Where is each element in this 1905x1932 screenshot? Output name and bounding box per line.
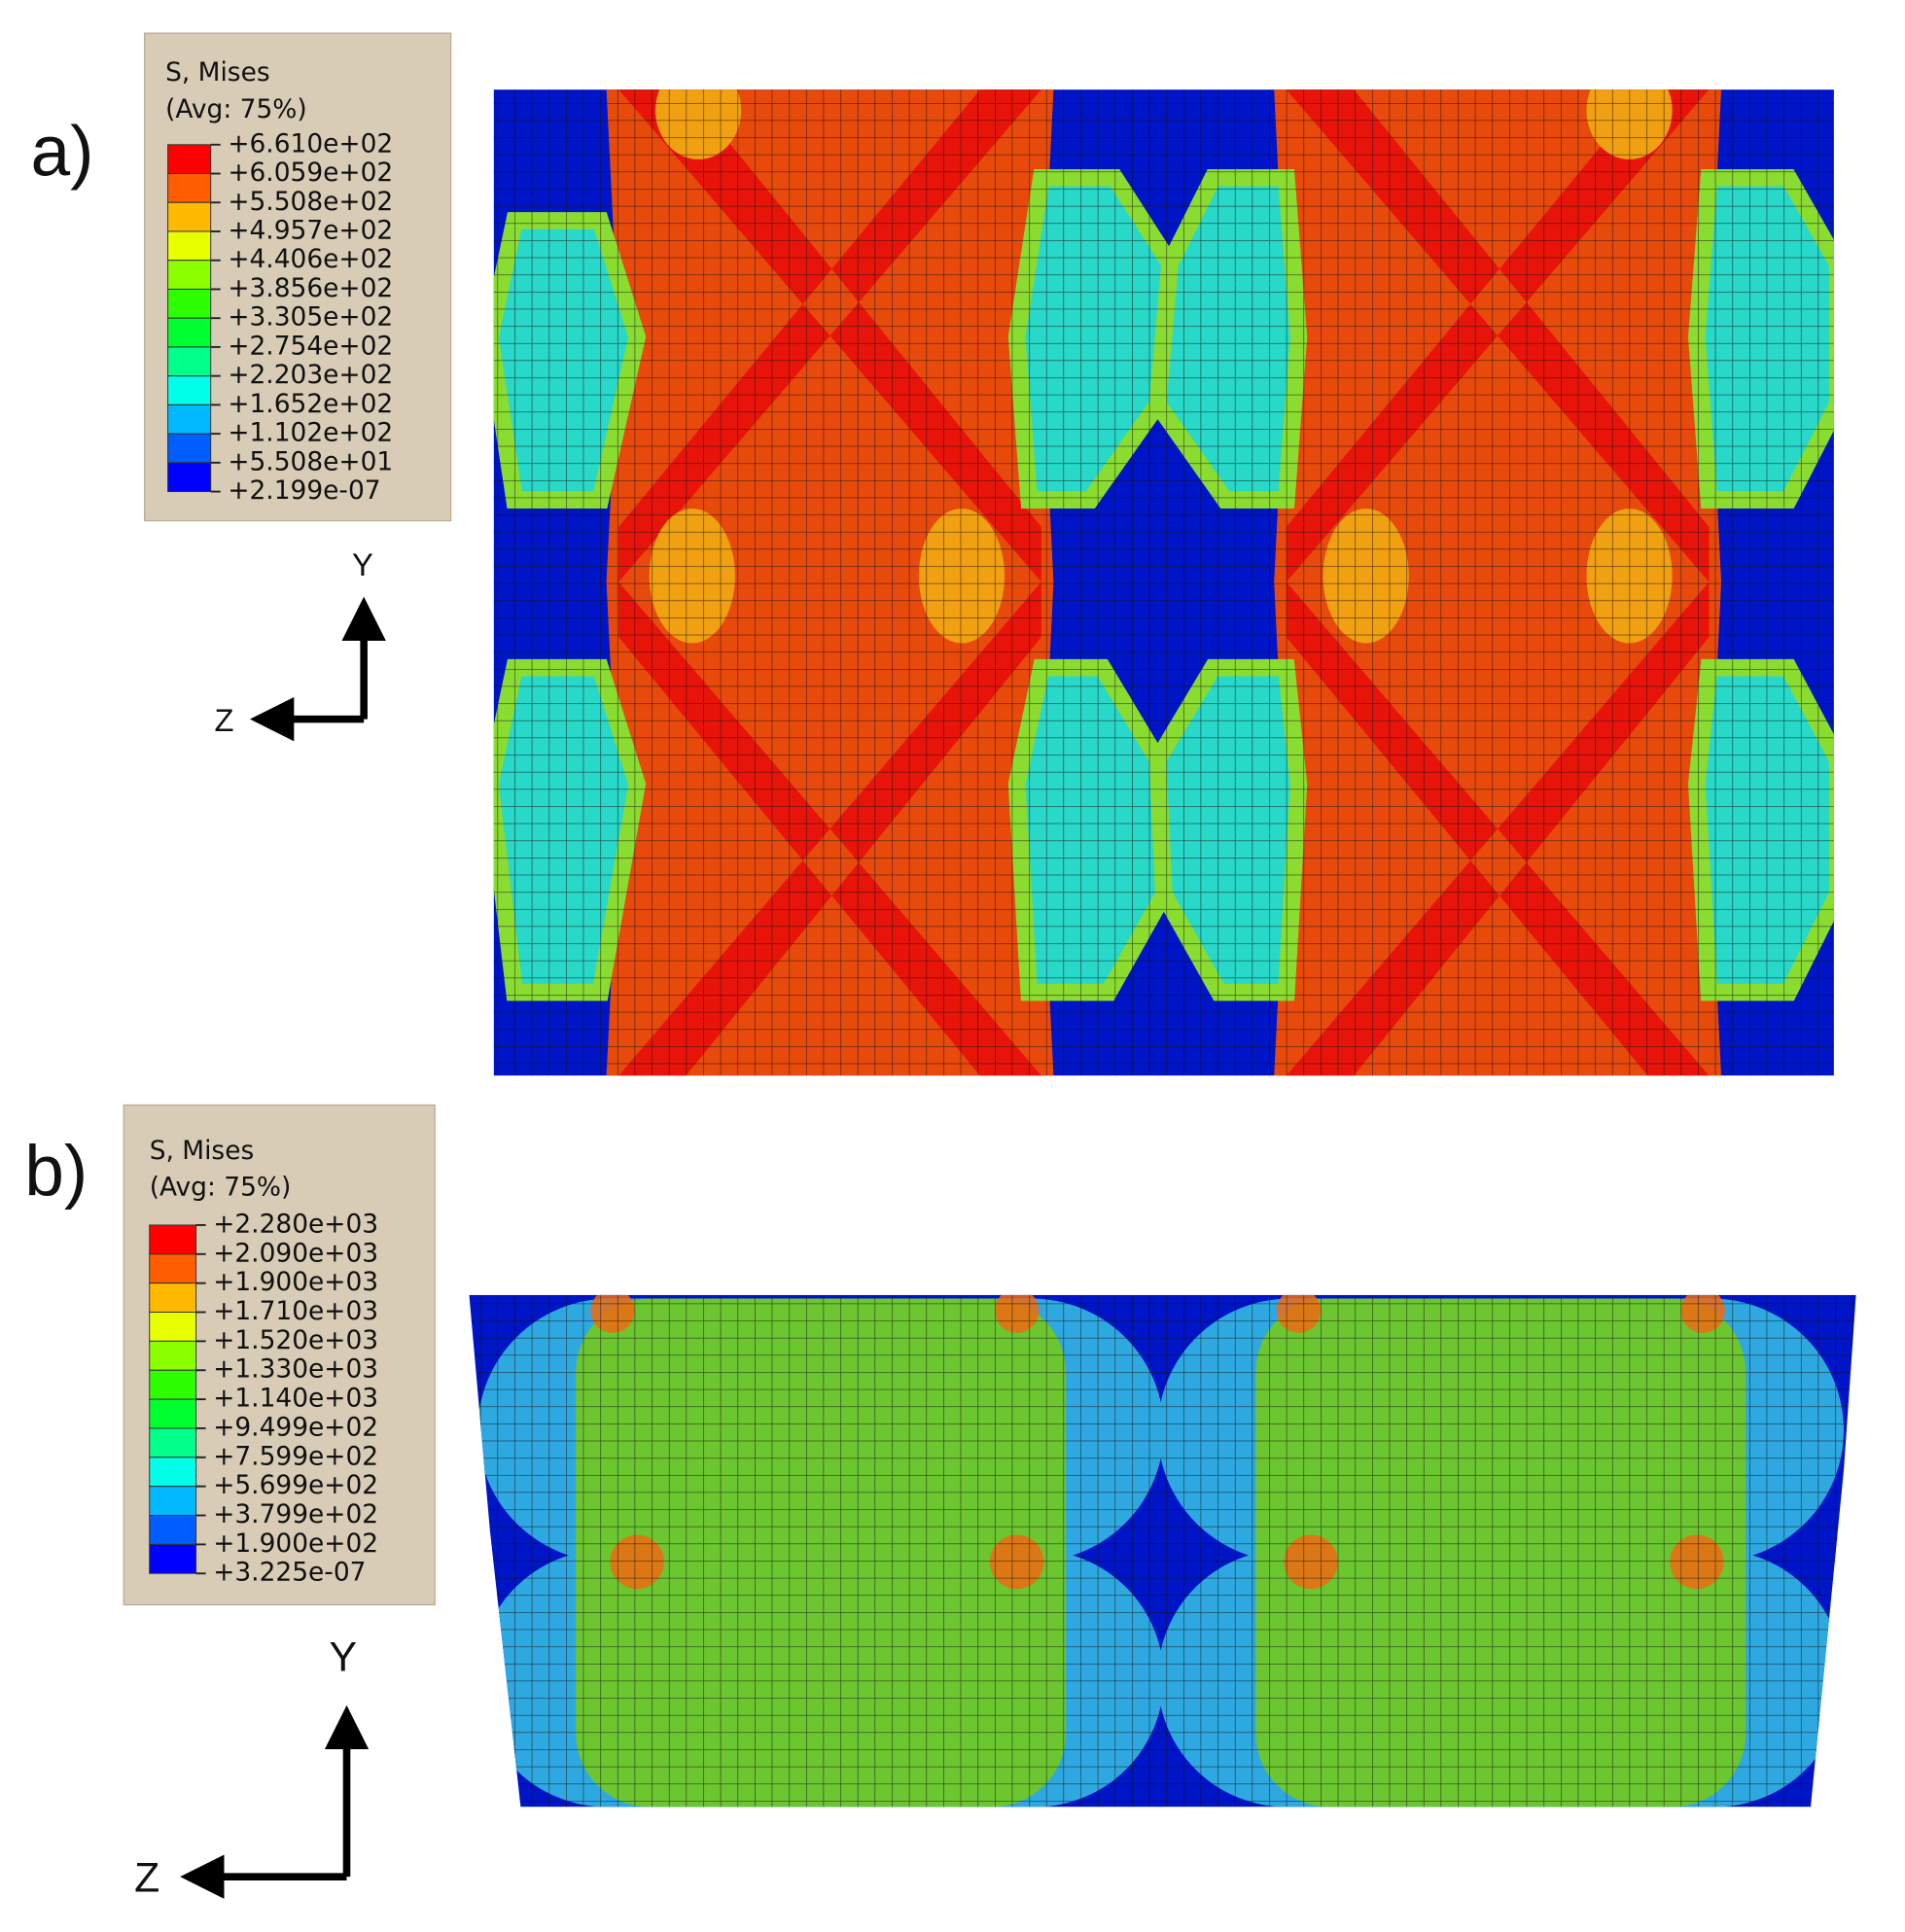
legend-swatch xyxy=(167,317,212,348)
legend-value: +1.102e+02 xyxy=(228,418,393,448)
contour-plot-b xyxy=(469,1294,1856,1808)
legend-swatch xyxy=(149,1224,197,1255)
legend-swatch xyxy=(149,1486,197,1517)
legend-value: +1.900e+03 xyxy=(213,1267,378,1297)
legend-value: +3.225e-07 xyxy=(213,1558,366,1588)
legend-swatch xyxy=(167,375,212,405)
legend-value: +2.199e-07 xyxy=(228,475,380,506)
legend-value: +6.059e+02 xyxy=(228,158,393,188)
legend-swatch xyxy=(167,201,212,232)
axis-label: Z xyxy=(134,1854,159,1901)
legend-swatch xyxy=(149,1369,197,1400)
legend-value: +1.710e+03 xyxy=(213,1296,378,1326)
legend-value: +7.599e+02 xyxy=(213,1441,378,1471)
legend-value: +5.508e+02 xyxy=(228,187,393,217)
legend-swatch xyxy=(149,1253,197,1284)
axis-label: Z xyxy=(215,702,234,738)
legend-value: +1.140e+03 xyxy=(213,1384,378,1414)
legend-title: S, Mises xyxy=(150,1136,255,1166)
legend-value: +2.754e+02 xyxy=(228,331,393,361)
legend-value: +2.090e+03 xyxy=(213,1238,378,1268)
legend-swatch xyxy=(149,1427,197,1458)
legend-subtitle: (Avg: 75%) xyxy=(165,94,307,124)
legend-value: +5.508e+01 xyxy=(228,446,393,476)
legend-swatch xyxy=(149,1282,197,1314)
legend-swatch xyxy=(149,1457,197,1488)
legend-swatch xyxy=(167,260,212,290)
legend-swatch xyxy=(167,173,212,203)
legend-swatch xyxy=(167,346,212,377)
legend-value: +2.280e+03 xyxy=(213,1209,378,1239)
legend-value: +3.856e+02 xyxy=(228,273,393,303)
panel-label: a) xyxy=(30,113,93,192)
legend-value: +3.305e+02 xyxy=(228,302,393,333)
legend-swatch xyxy=(167,462,212,493)
legend-swatch xyxy=(167,288,212,319)
legend-value: +4.957e+02 xyxy=(228,215,393,245)
legend-swatch xyxy=(167,404,212,435)
legend-swatch xyxy=(167,433,212,464)
legend-value: +2.203e+02 xyxy=(228,360,393,390)
legend-value: +1.652e+02 xyxy=(228,389,393,419)
axis-label: Y xyxy=(352,546,373,582)
legend-swatch xyxy=(149,1398,197,1429)
contour-plot-a xyxy=(493,89,1834,1076)
axis-label: Y xyxy=(329,1633,357,1680)
legend-swatch xyxy=(149,1515,197,1545)
legend-value: +6.610e+02 xyxy=(228,128,393,158)
legend-subtitle: (Avg: 75%) xyxy=(150,1173,292,1203)
legend-value: +9.499e+02 xyxy=(213,1412,378,1442)
legend-value: +4.406e+02 xyxy=(228,244,393,274)
legend-value: +1.900e+02 xyxy=(213,1528,378,1559)
legend-title: S, Mises xyxy=(165,57,270,88)
legend-swatch xyxy=(149,1340,197,1371)
legend-value: +3.799e+02 xyxy=(213,1499,378,1529)
legend-value: +5.699e+02 xyxy=(213,1470,378,1500)
legend-swatch xyxy=(167,230,212,262)
legend-value: +1.330e+03 xyxy=(213,1354,378,1385)
legend-swatch xyxy=(167,144,212,175)
panel-label: b) xyxy=(24,1132,88,1211)
axis-triad xyxy=(180,596,386,1899)
legend-swatch xyxy=(149,1543,197,1574)
legend-swatch xyxy=(149,1312,197,1342)
legend-value: +1.520e+03 xyxy=(213,1325,378,1355)
